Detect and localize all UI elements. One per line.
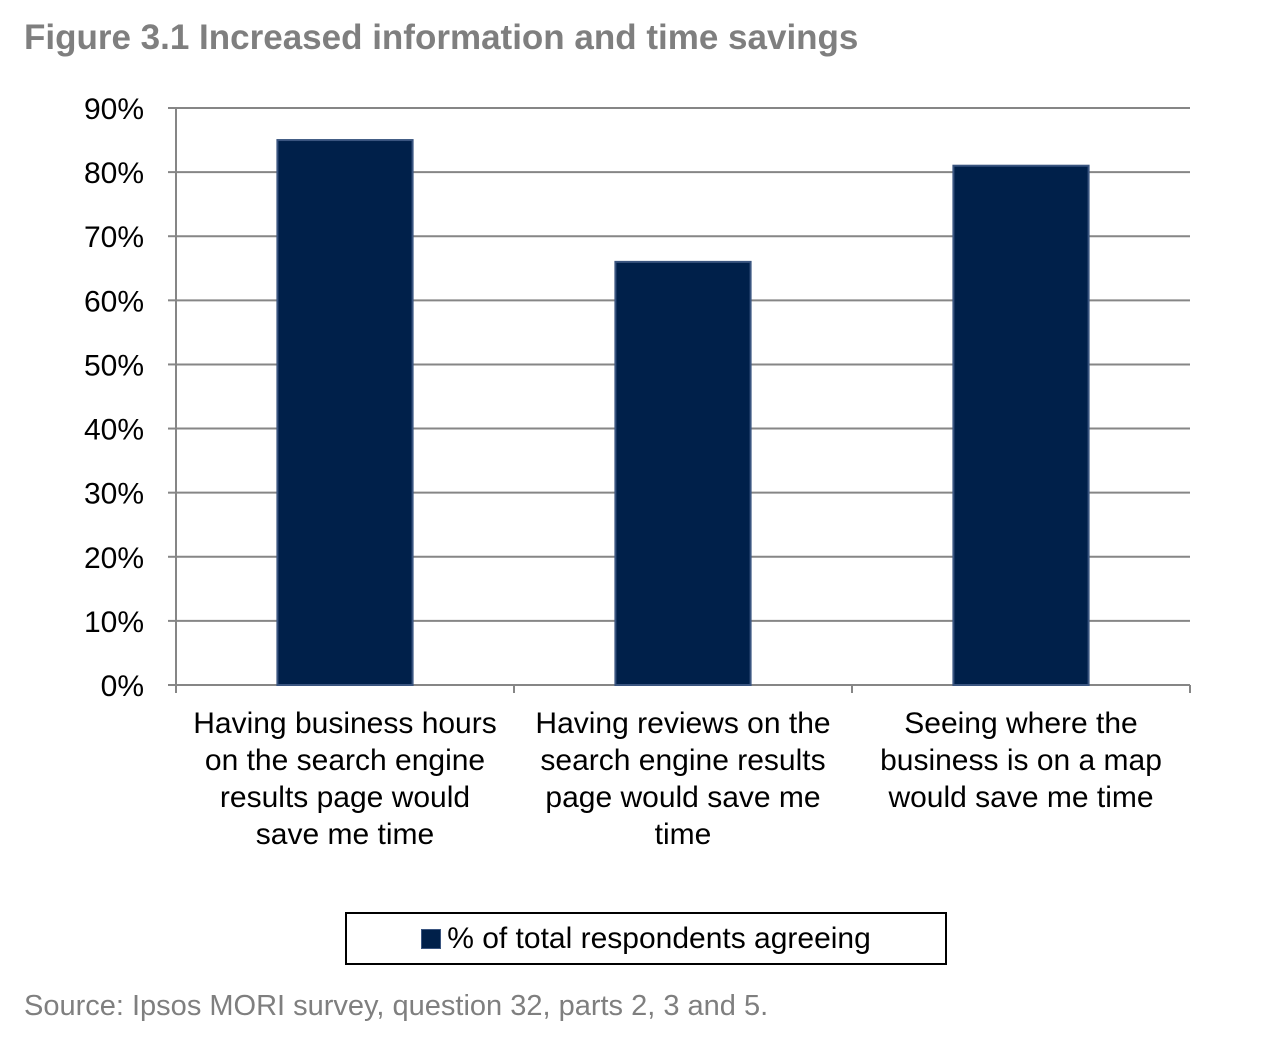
y-axis-tick-labels: 0% 10% 20% 30% 40% 50% 60% 70% 80% 90% xyxy=(84,93,144,703)
y-tick-label: 50% xyxy=(84,349,144,382)
y-tick-label: 0% xyxy=(101,670,144,703)
y-tick-label: 20% xyxy=(84,542,144,575)
x-category-label-line: page would save me xyxy=(545,781,821,814)
bar xyxy=(952,164,1090,686)
x-category-label: Having reviews on the search engine resul… xyxy=(513,705,853,853)
legend: % of total respondents agreeing xyxy=(345,912,947,965)
x-category-label-line: business is on a map xyxy=(880,744,1162,777)
bar xyxy=(276,139,414,687)
y-tick-label: 60% xyxy=(84,285,144,318)
x-category-label-line: save me time xyxy=(255,818,435,851)
y-tick-label: 30% xyxy=(84,478,144,511)
x-category-label: Seeing where the business is on a map woul… xyxy=(851,705,1191,816)
bar-chart: 0% 10% 20% 30% 40% 50% 60% 70% 80% 90% xyxy=(84,93,1191,703)
x-category-label-line: on the search engine xyxy=(204,744,486,777)
y-tick-label: 10% xyxy=(84,606,144,639)
y-tick-label: 80% xyxy=(84,157,144,190)
y-tick-label: 40% xyxy=(84,414,144,447)
x-category-label: Having business hours on the search engin… xyxy=(175,705,515,853)
x-category-label-line: Having reviews on the xyxy=(535,707,831,740)
x-category-label-line: time xyxy=(654,818,712,851)
figure-title: Figure 3.1 Increased information and tim… xyxy=(24,18,859,57)
bar xyxy=(614,260,752,686)
x-category-label-line: would save me time xyxy=(888,781,1154,814)
y-tick-label: 70% xyxy=(84,221,144,254)
source-note: Source: Ipsos MORI survey, question 32, … xyxy=(24,990,769,1022)
x-category-label-line: results page would xyxy=(219,781,471,814)
legend-swatch xyxy=(421,928,442,949)
legend-label: % of total respondents agreeing xyxy=(447,921,871,955)
y-tick-label: 90% xyxy=(84,93,144,126)
x-category-label-line: search engine results xyxy=(540,744,826,777)
x-category-label-line: Having business hours xyxy=(193,707,497,740)
bars xyxy=(276,139,1090,687)
x-category-label-line: Seeing where the xyxy=(904,707,1138,740)
